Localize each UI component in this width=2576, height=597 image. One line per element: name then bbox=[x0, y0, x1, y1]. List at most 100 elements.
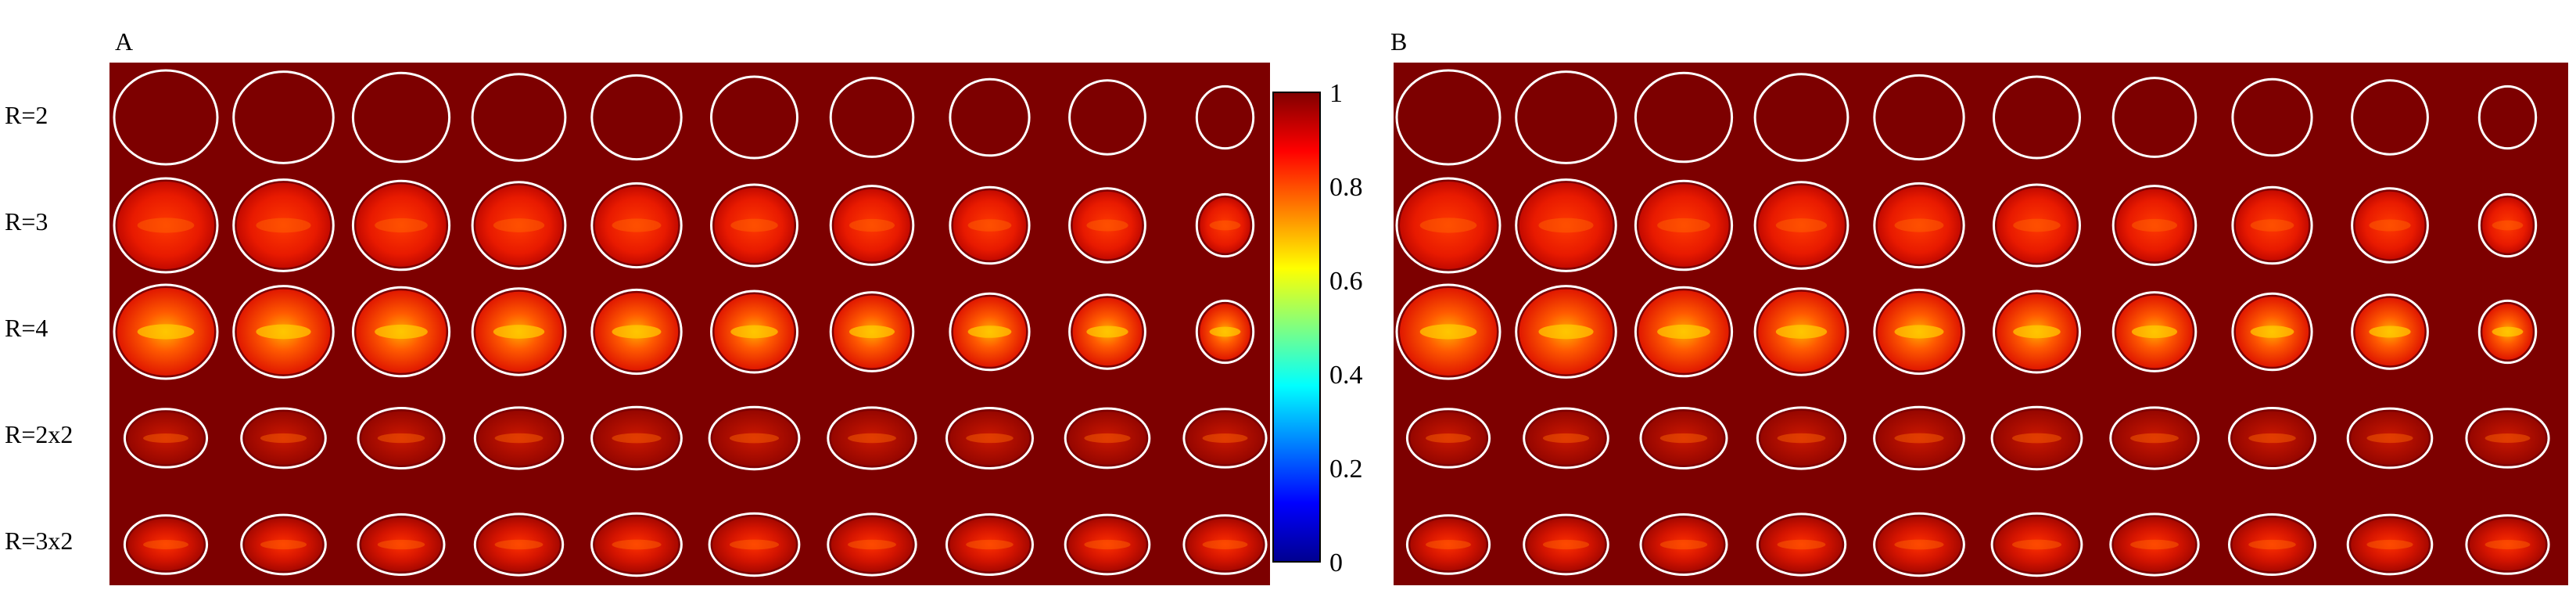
slice-b-r4-3 bbox=[1634, 286, 1734, 378]
slice-b-r3-3 bbox=[1634, 179, 1734, 272]
slice-a-r2-4 bbox=[471, 73, 567, 162]
slice-a-r4-4 bbox=[471, 287, 567, 376]
slice-b-r2-6 bbox=[1993, 75, 2081, 160]
slice-a-r3x2-9 bbox=[1064, 513, 1151, 576]
slice-a-r4-5 bbox=[590, 288, 683, 376]
slice-b-r2-2 bbox=[1515, 70, 1617, 164]
row-labels: R=2 R=3 R=4 R=2x2 R=3x2 bbox=[5, 101, 73, 555]
slice-a-r4-1 bbox=[113, 283, 219, 380]
slice-a-r3-5 bbox=[590, 182, 683, 269]
slice-b-r2-7 bbox=[2111, 77, 2197, 158]
slice-b-r3x2-5 bbox=[1873, 512, 1965, 577]
slice-a-r3-2 bbox=[232, 178, 335, 272]
colorbar-tick-0-4: 0.4 bbox=[1329, 361, 1363, 390]
slice-a-r2x2-9 bbox=[1064, 407, 1151, 469]
slice-a-r2x2-4 bbox=[473, 406, 565, 470]
slice-b-r2x2-10 bbox=[2465, 408, 2550, 469]
slice-b-r3x2-9 bbox=[2346, 513, 2434, 576]
slice-b-r4-5 bbox=[1873, 288, 1965, 376]
slice-b-r2-4 bbox=[1753, 73, 1849, 162]
colorbar bbox=[1272, 92, 1321, 563]
slice-b-r4-8 bbox=[2231, 292, 2313, 372]
slice-b-r4-9 bbox=[2351, 293, 2429, 370]
slice-b-r3x2-4 bbox=[1756, 512, 1847, 577]
slice-a-r3-6 bbox=[710, 183, 798, 268]
slice-a-r4-10 bbox=[1195, 299, 1255, 365]
slice-a-r2-7 bbox=[829, 77, 915, 158]
slice-a-r2-5 bbox=[590, 74, 683, 161]
slice-a-r2-6 bbox=[710, 75, 798, 160]
slice-a-r3x2-4 bbox=[473, 512, 565, 577]
slice-b-r3x2-2 bbox=[1523, 513, 1609, 576]
slice-b-r2-10 bbox=[2477, 85, 2538, 150]
colorbar-tick-0-6: 0.6 bbox=[1329, 267, 1363, 296]
slice-b-r4-1 bbox=[1395, 283, 1501, 380]
row-label-r3: R=3 bbox=[5, 207, 48, 236]
slice-b-r3-8 bbox=[2231, 185, 2313, 265]
slice-b-r2x2-9 bbox=[2346, 407, 2434, 469]
slice-a-r3x2-3 bbox=[357, 513, 446, 576]
slice-b-r3-6 bbox=[1993, 183, 2081, 268]
colorbar-ticks: 1 0.8 0.6 0.4 0.2 0 bbox=[1329, 79, 1363, 577]
panel-label-a: A bbox=[115, 27, 133, 56]
panel-label-b: B bbox=[1390, 27, 1407, 56]
slice-a-r3-1 bbox=[113, 177, 219, 274]
slice-a-r3x2-7 bbox=[827, 512, 917, 577]
colorbar-tick-0-2: 0.2 bbox=[1329, 455, 1363, 484]
slice-a-r4-9 bbox=[1068, 293, 1146, 370]
slice-b-r2x2-1 bbox=[1405, 408, 1491, 469]
slice-b-r2-3 bbox=[1634, 71, 1734, 164]
slice-a-r4-3 bbox=[351, 286, 451, 378]
slice-b-r3-9 bbox=[2351, 187, 2429, 264]
slice-a-r2x2-7 bbox=[827, 406, 917, 470]
slice-b-r4-2 bbox=[1515, 285, 1617, 379]
slice-a-r2-9 bbox=[1068, 79, 1146, 156]
slice-a-r3x2-6 bbox=[708, 512, 801, 577]
slice-a-r3-4 bbox=[471, 181, 567, 270]
colorbar-tick-0: 0 bbox=[1329, 548, 1343, 577]
slice-b-r2-5 bbox=[1873, 74, 1965, 161]
slice-a-r3x2-1 bbox=[123, 514, 209, 575]
row-label-r2x2: R=2x2 bbox=[5, 420, 73, 448]
row-label-r3x2: R=3x2 bbox=[5, 527, 73, 555]
slice-a-r2-3 bbox=[351, 71, 451, 164]
slice-b-r3-2 bbox=[1515, 178, 1617, 272]
slice-a-r4-7 bbox=[829, 291, 915, 372]
slice-a-r3-3 bbox=[351, 179, 451, 272]
slice-a-r2x2-8 bbox=[945, 407, 1034, 469]
slice-a-r2x2-5 bbox=[590, 405, 683, 471]
slice-a-r2-8 bbox=[949, 77, 1031, 157]
slice-a-r3x2-10 bbox=[1182, 514, 1268, 575]
slice-a-r2x2-6 bbox=[708, 405, 801, 471]
slice-b-r2-8 bbox=[2231, 77, 2313, 157]
slice-a-r3x2-2 bbox=[240, 513, 327, 576]
slice-b-r2x2-5 bbox=[1873, 405, 1965, 471]
slice-b-r2x2-6 bbox=[1990, 405, 2083, 471]
slice-a-r4-8 bbox=[949, 292, 1031, 372]
slice-b-r4-6 bbox=[1993, 290, 2081, 374]
slice-a-r2x2-2 bbox=[240, 407, 327, 469]
slice-b-r3x2-7 bbox=[2109, 512, 2200, 577]
slice-a-r2x2-10 bbox=[1182, 408, 1268, 469]
slice-a-r2-1 bbox=[113, 69, 219, 166]
slice-b-r2-1 bbox=[1395, 69, 1501, 166]
slice-b-r3x2-6 bbox=[1990, 512, 2083, 577]
slice-a-r3x2-8 bbox=[945, 513, 1034, 576]
slice-b-r3x2-10 bbox=[2465, 514, 2550, 575]
slice-b-r2x2-2 bbox=[1523, 407, 1609, 469]
slice-a-r2-10 bbox=[1195, 85, 1255, 150]
slice-a-r3-8 bbox=[949, 185, 1031, 265]
slice-b-r4-10 bbox=[2477, 299, 2538, 365]
slice-a-r4-6 bbox=[710, 290, 798, 374]
slice-b-r2x2-7 bbox=[2109, 406, 2200, 470]
slice-a-r2-2 bbox=[232, 70, 335, 164]
slice-a-r3-9 bbox=[1068, 187, 1146, 264]
slice-b-r4-4 bbox=[1753, 287, 1849, 376]
slice-b-r2x2-4 bbox=[1756, 406, 1847, 470]
slice-b-r3-1 bbox=[1395, 177, 1501, 274]
slice-a-r4-2 bbox=[232, 285, 335, 379]
slice-b-r2x2-3 bbox=[1639, 407, 1728, 469]
slice-b-r3x2-1 bbox=[1405, 514, 1491, 575]
slice-a-r2x2-1 bbox=[123, 408, 209, 469]
panel-b-slices bbox=[1395, 69, 2550, 577]
